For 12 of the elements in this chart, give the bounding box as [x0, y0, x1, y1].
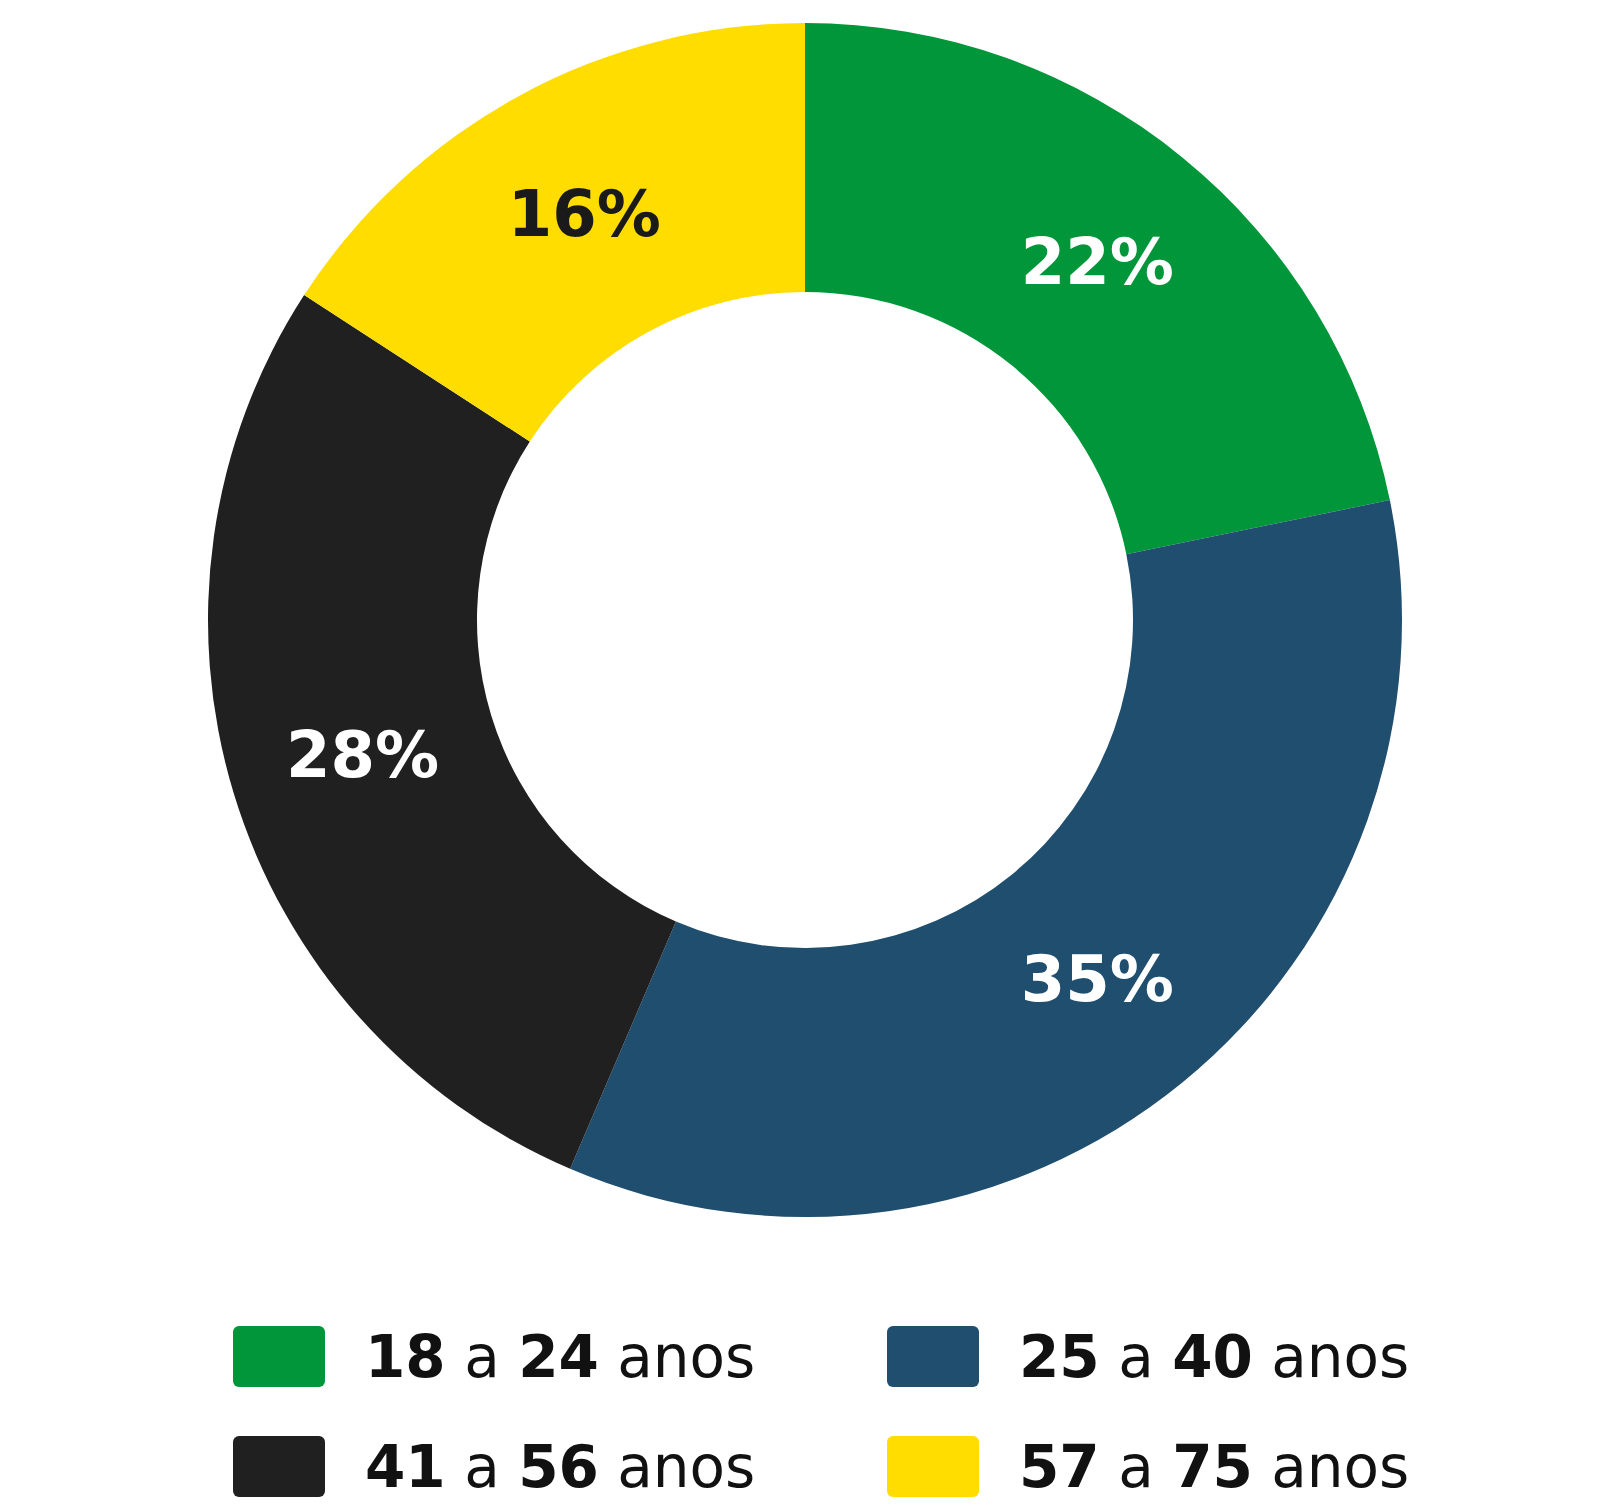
- legend-label: 25 a 40 anos: [1019, 1323, 1410, 1392]
- data-label: 22%: [1020, 225, 1174, 300]
- data-label: 16%: [507, 177, 661, 251]
- legend-label: 18 a 24 anos: [365, 1323, 756, 1392]
- donut-slice: [570, 500, 1402, 1217]
- donut-slice: [304, 23, 805, 442]
- legend-label: 41 a 56 anos: [365, 1433, 756, 1502]
- legend-label: 57 a 75 anos: [1019, 1433, 1410, 1502]
- data-label: 28%: [285, 718, 440, 793]
- donut-slice: [805, 23, 1390, 555]
- donut-slice: [208, 295, 676, 1169]
- data-label: 35%: [1020, 941, 1174, 1016]
